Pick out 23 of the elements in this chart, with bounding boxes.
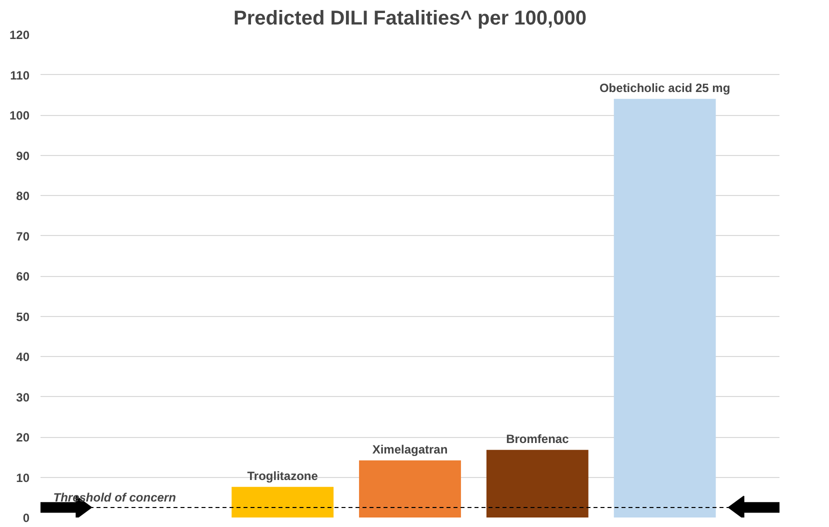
bar xyxy=(486,450,588,518)
bar xyxy=(359,460,461,518)
y-tick-label: 20 xyxy=(16,430,30,444)
y-tick-label: 120 xyxy=(9,28,30,42)
x-tick-label: Bromfenac xyxy=(506,432,570,446)
y-tick-label: 0 xyxy=(22,511,30,525)
x-tick-label: Ximelagatran xyxy=(372,442,448,456)
y-tick-label: 70 xyxy=(16,229,30,244)
y-tick-label: 110 xyxy=(10,68,30,82)
y-tick-label: 40 xyxy=(16,350,30,364)
y-tick-label: 30 xyxy=(16,390,30,404)
chart-title: Predicted DILI Fatalities^ per 100,000 xyxy=(234,8,586,30)
y-tick-label: 80 xyxy=(16,189,30,203)
y-tick-label: 100 xyxy=(9,108,30,122)
y-tick-label: 90 xyxy=(16,148,30,163)
bar xyxy=(232,486,334,518)
y-tick-label: 10 xyxy=(16,470,30,485)
y-tick-label: 60 xyxy=(16,270,30,284)
x-tick-label: Troglitazone xyxy=(247,468,318,483)
bar xyxy=(614,98,716,518)
ref-line-label: Threshold of concern xyxy=(53,490,176,504)
y-tick-label: 50 xyxy=(16,310,30,324)
x-tick-label: Obeticholic acid 25 mg xyxy=(599,80,730,95)
